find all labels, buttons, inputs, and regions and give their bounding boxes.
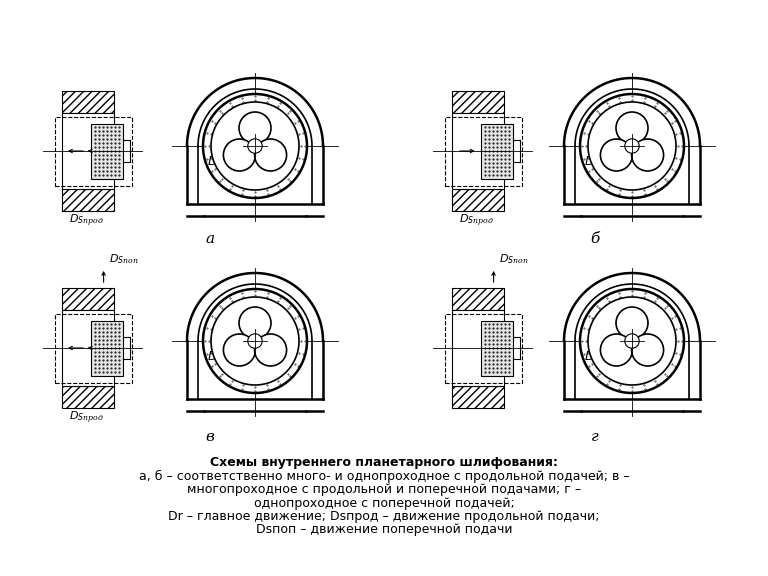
Bar <box>62 113 114 189</box>
Bar <box>62 386 114 408</box>
Text: а, б – соответственно много- и однопроходное с продольной подачей; в –: а, б – соответственно много- и однопрохо… <box>139 469 629 483</box>
Bar <box>91 123 123 179</box>
Bar <box>452 288 504 310</box>
Text: а: а <box>205 232 214 246</box>
Circle shape <box>616 112 648 144</box>
Circle shape <box>239 112 271 144</box>
Circle shape <box>248 139 262 153</box>
Bar <box>481 320 512 376</box>
Text: Схемы внутреннего планетарного шлифования:: Схемы внутреннего планетарного шлифовани… <box>210 456 558 469</box>
Circle shape <box>631 139 664 171</box>
Circle shape <box>248 334 262 348</box>
Bar <box>452 189 504 211</box>
Text: $D_r$: $D_r$ <box>584 350 600 365</box>
Circle shape <box>588 102 676 190</box>
Text: $D_{S\mathregular{поп}}$: $D_{S\mathregular{поп}}$ <box>108 252 138 266</box>
Circle shape <box>625 334 639 348</box>
Text: $D_r$: $D_r$ <box>207 154 223 169</box>
Text: $D_{S\mathregular{прод}}$: $D_{S\mathregular{прод}}$ <box>68 410 104 426</box>
Text: многопроходное с продольной и поперечной подачами; г –: многопроходное с продольной и поперечной… <box>187 483 581 496</box>
Bar <box>91 320 123 376</box>
Bar <box>62 189 114 211</box>
Bar <box>62 310 114 386</box>
Circle shape <box>588 297 676 385</box>
Circle shape <box>203 289 307 393</box>
Circle shape <box>211 297 299 385</box>
Text: г: г <box>591 430 599 444</box>
Text: $D_r$: $D_r$ <box>207 350 223 365</box>
Text: $D_{S\mathregular{поп}}$: $D_{S\mathregular{поп}}$ <box>498 252 528 266</box>
Text: б: б <box>591 232 600 246</box>
Bar <box>452 310 504 386</box>
Circle shape <box>616 307 648 339</box>
Circle shape <box>254 334 286 366</box>
Text: $D_r$: $D_r$ <box>584 154 600 169</box>
Bar <box>55 116 131 185</box>
Bar <box>452 386 504 408</box>
Text: однопроходное с поперечной подачей;: однопроходное с поперечной подачей; <box>253 497 515 510</box>
Circle shape <box>211 102 299 190</box>
Bar <box>445 313 521 382</box>
Circle shape <box>239 307 271 339</box>
Bar <box>62 91 114 113</box>
Text: Dr – главное движение; Dsпрод – движение продольной подачи;: Dr – главное движение; Dsпрод – движение… <box>168 510 600 523</box>
Circle shape <box>580 289 684 393</box>
Circle shape <box>631 334 664 366</box>
Text: в: в <box>206 430 214 444</box>
Circle shape <box>580 94 684 198</box>
Bar <box>481 123 512 179</box>
Text: $D_{S\mathregular{прод}}$: $D_{S\mathregular{прод}}$ <box>68 213 104 229</box>
Circle shape <box>254 139 286 171</box>
Circle shape <box>601 334 632 366</box>
Bar <box>452 91 504 113</box>
Bar <box>452 113 504 189</box>
Bar <box>55 313 131 382</box>
Circle shape <box>223 139 256 171</box>
Circle shape <box>625 139 639 153</box>
Bar <box>62 288 114 310</box>
Bar <box>445 116 521 185</box>
Text: Dsпоп – движение поперечной подачи: Dsпоп – движение поперечной подачи <box>256 524 512 536</box>
Circle shape <box>203 94 307 198</box>
Circle shape <box>223 334 256 366</box>
Circle shape <box>601 139 632 171</box>
Text: $D_{S\mathregular{прод}}$: $D_{S\mathregular{прод}}$ <box>458 213 493 229</box>
